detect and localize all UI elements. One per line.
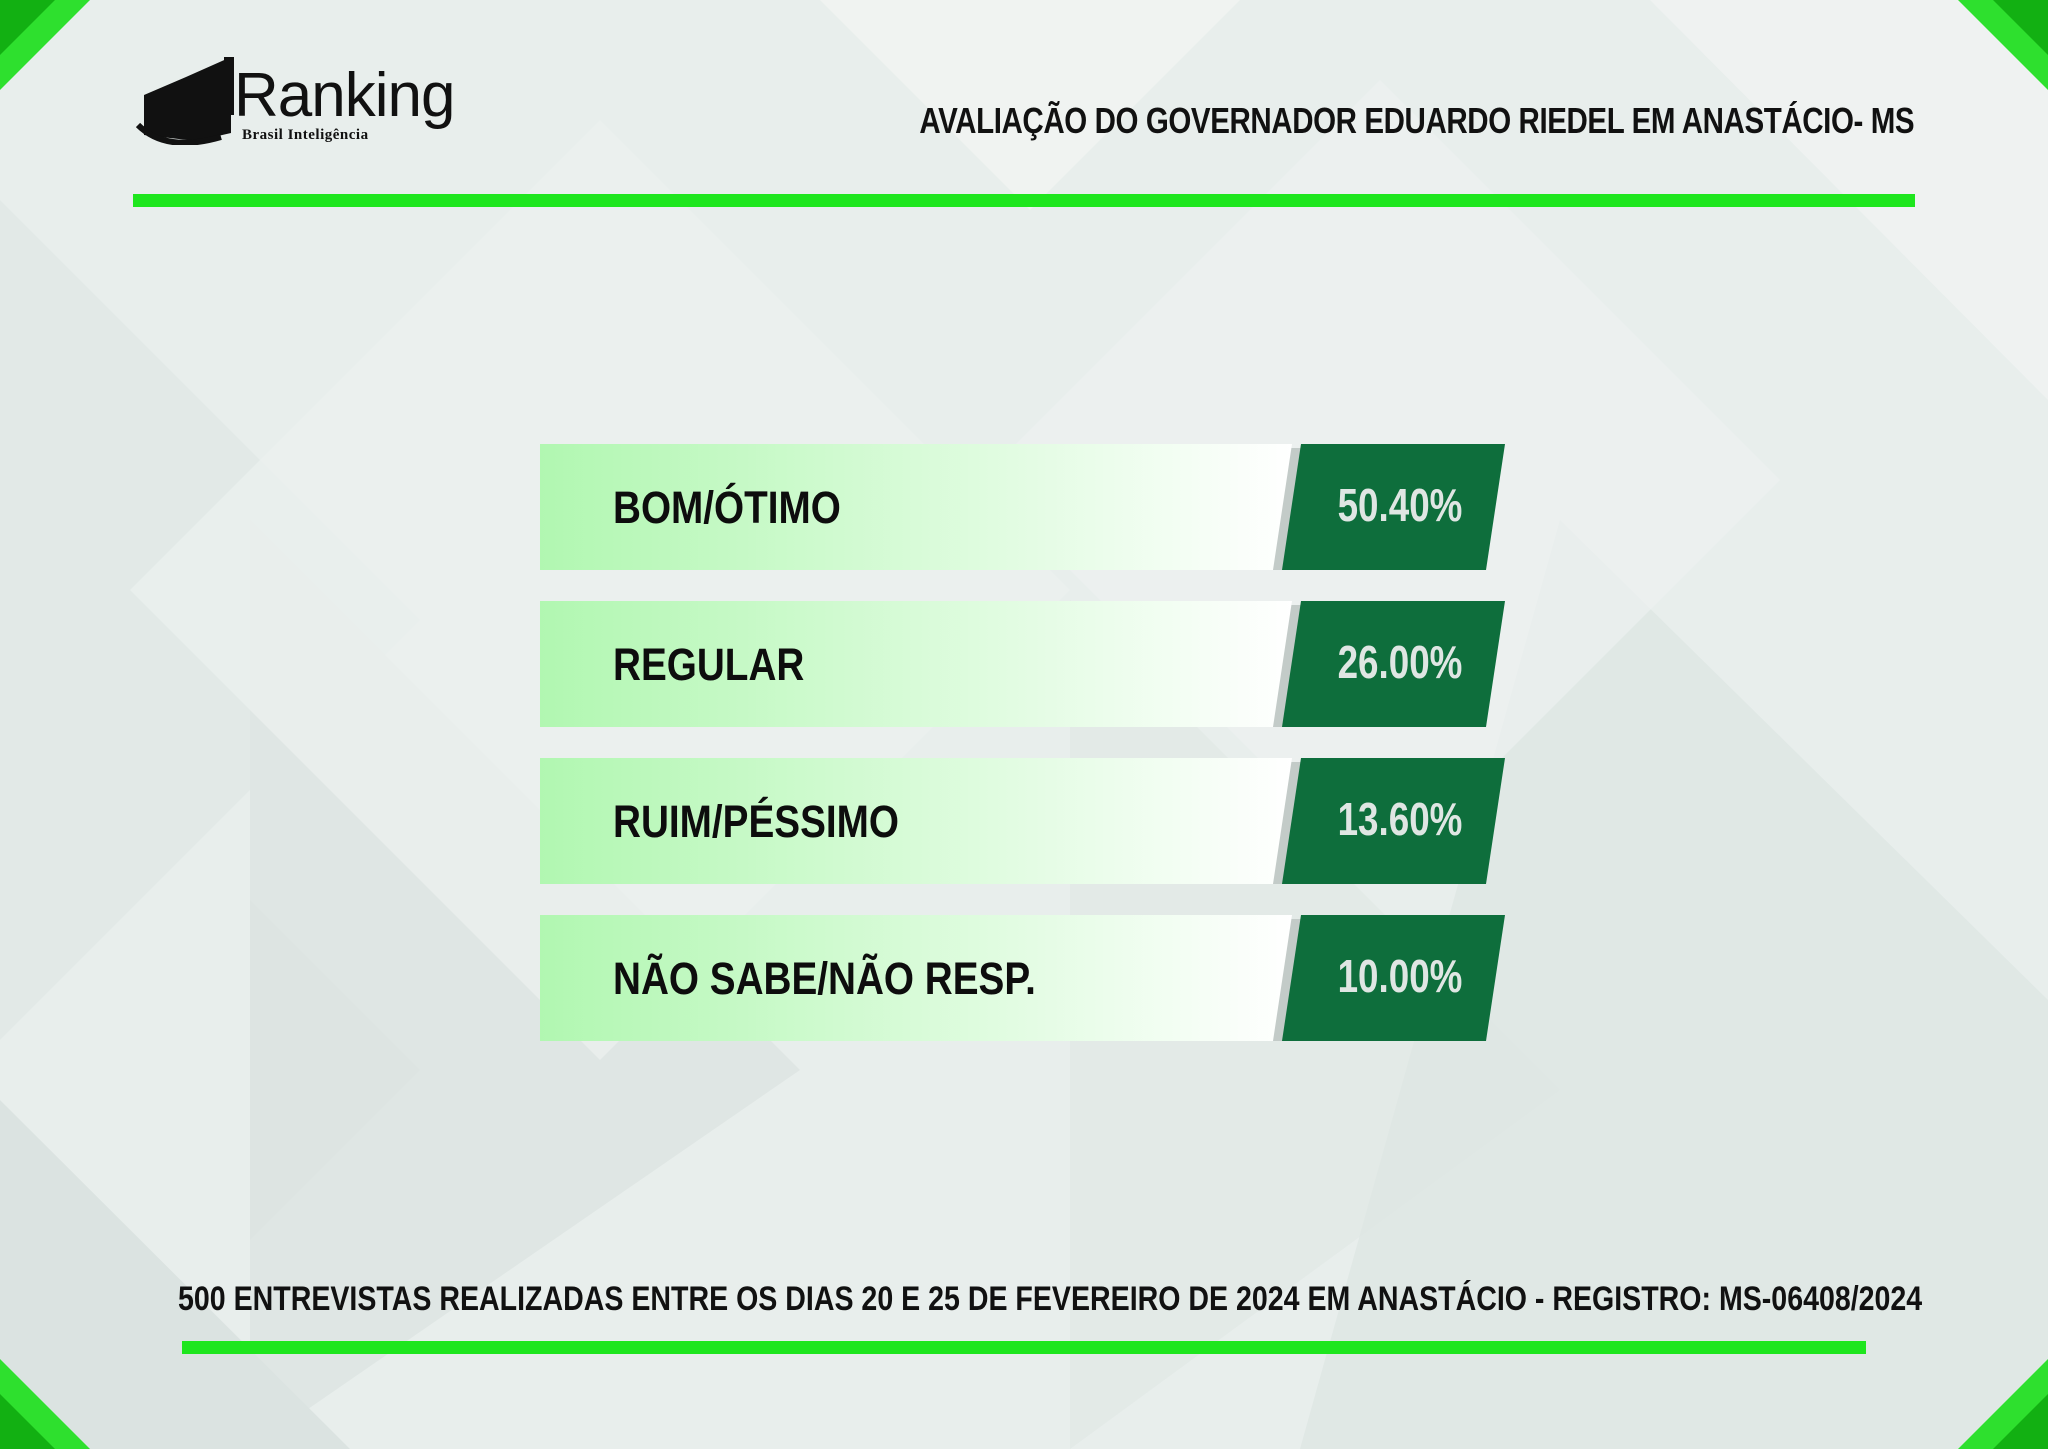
bar-body	[540, 444, 1292, 570]
logo-wordmark: Ranking	[234, 61, 455, 130]
bar-body	[540, 758, 1292, 884]
bar-body	[540, 601, 1292, 727]
value-label: 50.40%	[1337, 479, 1463, 531]
bar-row: NÃO SABE/NÃO RESP. 10.00%	[540, 915, 1510, 1041]
category-label: REGULAR	[613, 639, 805, 690]
corner-accent-bottom-right	[1958, 1359, 2048, 1449]
results-bar-chart: BOM/ÓTIMO 50.40% REGULAR 26.00% RUIM/PÉSSIMO…	[540, 444, 1510, 1044]
corner-accent-top-left	[0, 0, 90, 90]
value-label: 26.00%	[1337, 636, 1463, 688]
category-label: BOM/ÓTIMO	[613, 482, 841, 533]
corner-accent-top-right	[1958, 0, 2048, 90]
header-divider	[133, 194, 1915, 207]
bar-row: REGULAR 26.00%	[540, 601, 1510, 727]
footer-divider	[182, 1341, 1866, 1354]
bar-row: BOM/ÓTIMO 50.40%	[540, 444, 1510, 570]
value-box	[1282, 601, 1505, 727]
corner-accent-bottom-left	[0, 1359, 90, 1449]
value-box	[1282, 758, 1505, 884]
bar-row: RUIM/PÉSSIMO 13.60%	[540, 758, 1510, 884]
value-box	[1282, 444, 1505, 570]
bar-body	[540, 915, 1292, 1041]
category-label: RUIM/PÉSSIMO	[613, 796, 899, 847]
value-label: 10.00%	[1337, 950, 1463, 1002]
survey-footnote: 500 ENTREVISTAS REALIZADAS ENTRE OS DIAS…	[178, 1280, 1923, 1318]
bar-shape	[540, 444, 1505, 570]
value-box	[1282, 915, 1505, 1041]
bar-shape	[540, 915, 1505, 1041]
value-label: 13.60%	[1337, 793, 1463, 845]
category-label: NÃO SABE/NÃO RESP.	[613, 953, 1036, 1004]
bar-shape	[540, 758, 1505, 884]
ranking-logo: Ranking Brasil Inteligência	[136, 55, 466, 150]
page-title: AVALIAÇÃO DO GOVERNADOR EDUARDO RIEDEL E…	[919, 100, 1914, 141]
logo-tagline: Brasil Inteligência	[242, 127, 369, 143]
logo-building-icon	[136, 57, 234, 145]
bar-shape	[540, 601, 1505, 727]
